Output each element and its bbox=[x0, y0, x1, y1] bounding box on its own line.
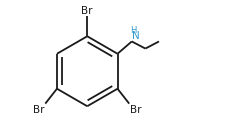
Text: H: H bbox=[130, 26, 137, 35]
Text: Br: Br bbox=[130, 105, 141, 115]
Text: Br: Br bbox=[81, 6, 93, 16]
Text: N: N bbox=[133, 31, 140, 41]
Text: Br: Br bbox=[33, 105, 45, 115]
